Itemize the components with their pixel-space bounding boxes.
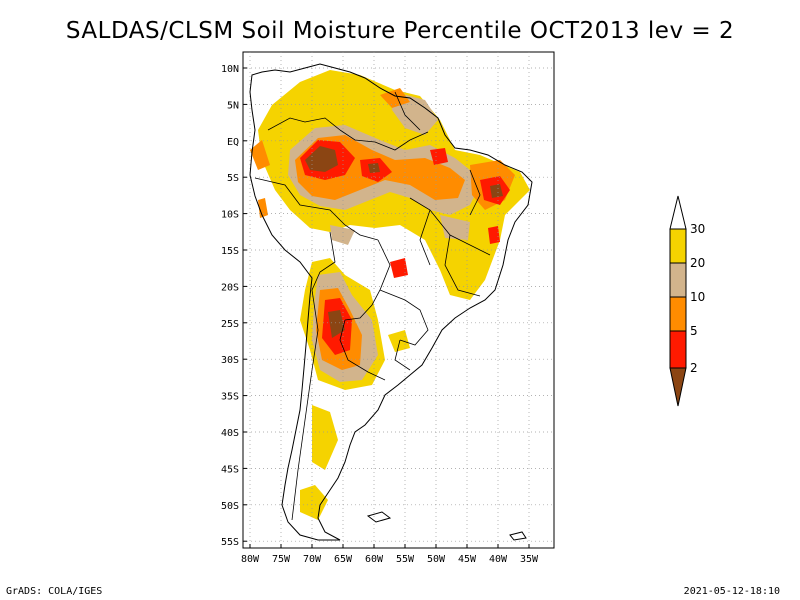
legend-swatch-20-30	[669, 228, 687, 264]
lat-label: 40S	[221, 428, 239, 439]
lat-label: 20S	[221, 282, 239, 293]
percentile-shading	[250, 70, 530, 520]
lat-label: 5N	[227, 100, 239, 111]
lat-label: 10S	[221, 210, 239, 221]
lat-label: EQ	[227, 137, 239, 148]
lon-label: 65W	[334, 554, 353, 565]
legend-label: 2	[690, 361, 698, 375]
legend-swatch-10-20	[669, 262, 687, 298]
lon-label: 40W	[489, 554, 508, 565]
legend-label: 5	[690, 324, 698, 338]
lat-label: 10N	[221, 64, 239, 75]
legend-swatch-above-30	[669, 195, 687, 230]
legend-label: 10	[690, 290, 705, 304]
lat-label: 5S	[227, 173, 239, 184]
lat-label: 35S	[221, 392, 239, 403]
lat-label: 15S	[221, 246, 239, 257]
lon-label: 45W	[458, 554, 477, 565]
colorbar-legend: 30 20 10 5 2	[669, 195, 705, 407]
lon-label: 75W	[272, 554, 291, 565]
south-america-outline	[249, 63, 533, 541]
map-title: SALDAS/CLSM Soil Moisture Percentile OCT…	[65, 18, 735, 44]
legend-swatch-5-10	[669, 296, 687, 332]
legend-label: 20	[690, 256, 705, 270]
lat-label: 30S	[221, 355, 239, 366]
lon-label: 60W	[365, 554, 384, 565]
longitude-labels: 80W 75W 70W 65W 60W 55W 50W 45W 40W 35W	[241, 544, 539, 565]
coastline	[249, 63, 533, 541]
lat-label: 50S	[221, 501, 239, 512]
footer-credit: GrADS: COLA/IGES	[6, 586, 103, 597]
lon-label: 80W	[241, 554, 260, 565]
lat-label: 45S	[221, 464, 239, 475]
legend-label: 30	[690, 222, 705, 236]
islands	[366, 511, 527, 541]
lon-label: 50W	[427, 554, 446, 565]
lon-label: 55W	[396, 554, 415, 565]
legend-swatch-2-5	[669, 330, 687, 369]
footer-timestamp: 2021-05-12-18:10	[683, 586, 780, 597]
lon-label: 70W	[303, 554, 322, 565]
latitude-labels: 10N 5N EQ 5S 10S 15S 20S 25S 30S 35S 40S 45S 50S 55S	[221, 64, 247, 548]
lon-label: 35W	[520, 554, 539, 565]
lat-label: 25S	[221, 319, 239, 330]
lat-label: 55S	[221, 537, 239, 548]
country-borders	[254, 91, 491, 521]
legend-swatch-below-2	[669, 367, 687, 407]
